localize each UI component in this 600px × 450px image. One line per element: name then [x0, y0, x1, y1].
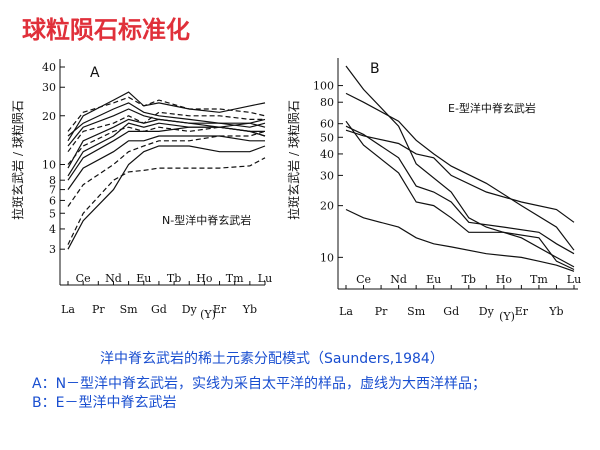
x-tick-label-top: Ce [76, 272, 91, 285]
x-tick-label-top: Eu [136, 272, 151, 285]
y-tick-label: 50 [320, 131, 334, 144]
series-line-solid [345, 125, 575, 255]
x-tick-label-bottom: La [61, 303, 75, 316]
panel-label: A [90, 65, 100, 81]
y-tick-label: 8 [49, 174, 56, 187]
panel-annotation: E-型洋中脊玄武岩 [448, 101, 536, 115]
series-line-dashed [67, 157, 266, 245]
x-axis-label: (Y) [200, 308, 216, 321]
figure-caption-title: 洋中脊玄武岩的稀土元素分配模式（Saunders,1984） [100, 351, 444, 367]
y-tick-label: 30 [320, 169, 334, 182]
x-tick-label-bottom: Gd [443, 305, 459, 318]
x-tick-label-bottom: Yb [548, 305, 563, 318]
series-line-solid [67, 135, 265, 190]
y-tick-label: 20 [320, 200, 334, 213]
y-tick-label: 40 [42, 61, 56, 74]
series-line-solid [345, 208, 575, 272]
y-tick-label: 5 [49, 207, 56, 220]
series-line-solid [345, 65, 575, 268]
y-axis-label: 拉斑玄武岩 / 球粒陨石 [286, 100, 301, 220]
x-tick-label-bottom: Yb [242, 303, 257, 316]
x-tick-label-bottom: Sm [120, 303, 139, 316]
x-tick-label-bottom: Dy [479, 305, 495, 318]
figure-caption-b: B：E－型洋中脊玄武岩 [32, 395, 177, 411]
y-tick-label: 10 [320, 251, 334, 264]
series-line-solid [67, 145, 266, 250]
x-tick-label-top: Ho [496, 273, 513, 286]
x-tick-label-bottom: Er [515, 305, 529, 318]
series-line-solid [67, 122, 265, 177]
series-line-solid [67, 118, 266, 181]
y-tick-label: 7 [49, 184, 56, 197]
y-tick-label: 10 [42, 159, 56, 172]
y-tick-label: 80 [320, 96, 334, 109]
series-line-dashed [67, 126, 266, 165]
y-axis-label: 拉斑玄武岩 / 球粒陨石 [10, 100, 25, 220]
y-tick-label: 3 [49, 243, 56, 256]
y-tick-label: 100 [313, 80, 334, 93]
annotation-backdrop [160, 213, 272, 227]
series-line-solid [67, 102, 266, 137]
x-tick-label-bottom: Gd [151, 303, 167, 316]
slide-title: 球粒陨石标准化 [22, 16, 190, 44]
series-line-solid [345, 92, 575, 251]
x-tick-label-bottom: La [339, 305, 353, 318]
x-tick-label-top: Nd [105, 272, 122, 285]
panel-annotation: N-型洋中脊玄武岩 [162, 213, 251, 227]
x-tick-label-top: Tb [462, 273, 476, 286]
x-tick-label-bottom: Dy [182, 303, 198, 316]
y-tick-label: 40 [320, 148, 334, 161]
x-tick-label-bottom: Pr [92, 303, 105, 316]
y-tick-label: 4 [49, 223, 56, 236]
figure-caption-a: A：N－型洋中脊玄武岩，实线为采自太平洋的样品，虚线为大西洋样品； [32, 376, 487, 392]
x-tick-label-top: Nd [390, 273, 407, 286]
y-tick-label: 20 [42, 110, 56, 123]
x-tick-label-bottom: Sm [407, 305, 426, 318]
y-tick-label: 6 [49, 194, 56, 207]
y-tick-label: 60 [320, 118, 334, 131]
x-tick-label-bottom: Er [213, 303, 227, 316]
series-line-dashed [67, 96, 266, 132]
x-tick-label-top: Lu [567, 273, 581, 286]
x-tick-label-top: Tm [226, 272, 244, 285]
series-line-dashed [67, 111, 265, 153]
x-tick-label-top: Ce [356, 273, 371, 286]
series-line-solid [345, 120, 575, 271]
x-axis-label: (Y) [499, 310, 515, 323]
x-tick-label-bottom: Pr [375, 305, 388, 318]
x-tick-label-top: Eu [426, 273, 441, 286]
x-tick-label-top: Tb [167, 272, 181, 285]
x-tick-label-top: Lu [258, 272, 272, 285]
x-tick-label-top: Tm [530, 273, 548, 286]
panel-label: B [370, 61, 380, 77]
x-tick-label-top: Ho [196, 272, 213, 285]
y-tick-label: 30 [42, 81, 56, 94]
series-line-dashed [67, 130, 266, 207]
series-line-solid [345, 129, 575, 223]
